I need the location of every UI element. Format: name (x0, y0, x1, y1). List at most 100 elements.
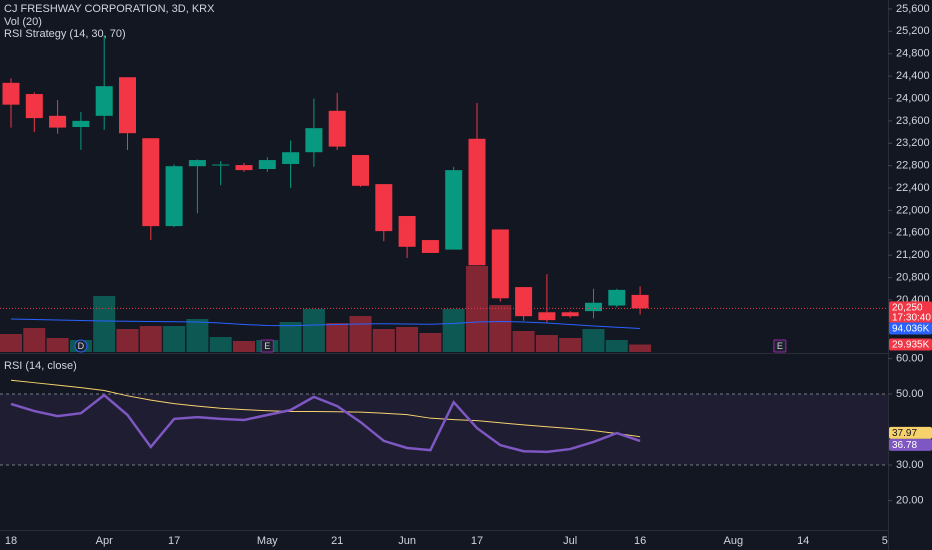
axis-badge-label: 37.97 (892, 428, 917, 439)
volume-bar (163, 326, 186, 352)
axis-badge-label: 20,250 (892, 302, 923, 313)
candle-body (352, 155, 369, 186)
volume-bar (279, 322, 302, 352)
volume-bar (372, 329, 395, 352)
candle-body (491, 229, 509, 299)
volume-bar (233, 341, 255, 352)
candle-body (305, 128, 323, 153)
rsi-tick-label: 20.00 (896, 494, 924, 506)
y-tick-label: 21,600 (896, 227, 930, 239)
axis-badge-label: 29.935K (892, 340, 930, 351)
volume-bar (186, 319, 209, 352)
x-tick-label: Apr (96, 535, 113, 547)
y-tick-label: 24,800 (896, 48, 930, 60)
event-icon (260, 339, 274, 353)
volume-bar (93, 296, 116, 352)
rsi-tick-label: 30.00 (896, 459, 924, 471)
axis-badge (889, 438, 932, 451)
candle-body (119, 77, 136, 134)
y-tick-label: 23,200 (896, 137, 930, 149)
volume-bar (0, 334, 22, 352)
candle-body (608, 289, 626, 306)
x-tick-label: 17 (168, 535, 180, 547)
volume-bar (489, 305, 512, 352)
candle-body (212, 164, 230, 166)
volume-bar (535, 335, 558, 352)
volume-bar (582, 329, 605, 352)
y-tick-label: 25,600 (896, 3, 930, 15)
volume-bar (559, 338, 582, 352)
candle-body (95, 86, 113, 116)
axis-badge (889, 426, 932, 439)
x-tick-label: Jul (563, 535, 577, 547)
event-label: D (78, 341, 85, 351)
candle-body (188, 160, 206, 167)
y-tick-label: 22,800 (896, 160, 930, 172)
x-tick-label: May (257, 535, 278, 547)
candle-body (561, 312, 579, 317)
x-tick-label: 17 (471, 535, 483, 547)
candle-body (515, 287, 533, 317)
rsi-line (10, 393, 641, 454)
volume-bar (46, 338, 69, 352)
volume-bar (139, 326, 162, 352)
axis-badge (889, 338, 932, 351)
volume-bar (209, 337, 232, 352)
candle-body (165, 166, 183, 227)
rsi-band-fill (0, 394, 888, 466)
candle-body (398, 216, 416, 247)
candle-body (538, 312, 556, 321)
strategy-title: RSI Strategy (14, 30, 70) (4, 28, 126, 40)
volume-title: Vol (20) (4, 16, 42, 28)
x-tick-label: Aug (724, 535, 744, 547)
candle-body (282, 152, 300, 164)
y-tick-label: 20,800 (896, 271, 930, 283)
candle-body (72, 120, 90, 128)
event-label: E (264, 341, 270, 351)
volume-bar (419, 333, 442, 352)
x-tick-label: 18 (5, 535, 17, 547)
volume-bar (349, 316, 372, 352)
volume-bar (466, 266, 488, 352)
y-tick-label: 21,200 (896, 249, 930, 261)
rsi-tick-label: 60.00 (896, 352, 924, 364)
rsi-tick-label: 50.00 (896, 388, 924, 400)
candle-body (258, 160, 276, 170)
event-icon (74, 339, 88, 353)
candle-body (421, 240, 439, 253)
y-tick-label: 22,000 (896, 204, 930, 216)
volume-bar (442, 309, 465, 352)
volume-bar (116, 329, 139, 352)
candle-body (235, 165, 253, 171)
event-label: E (777, 341, 783, 351)
candle-body (445, 170, 463, 250)
axis-badge-label: 36.78 (892, 440, 917, 451)
axis-badge-label: 94.036K (892, 324, 930, 335)
x-tick-label: 16 (634, 535, 646, 547)
chart-title: CJ FRESHWAY CORPORATION, 3D, KRX (4, 3, 215, 15)
axis-badge-label: 17:30:40 (892, 312, 931, 323)
candle-body (631, 294, 649, 309)
volume-bar (629, 344, 652, 352)
y-tick-label: 23,600 (896, 115, 930, 127)
x-tick-label: Jun (398, 535, 416, 547)
candle-body (25, 94, 43, 119)
x-tick-label: 5 (882, 535, 888, 547)
candle-body (375, 184, 393, 232)
volume-bar (302, 309, 325, 352)
x-tick-label: 21 (331, 535, 343, 547)
axis-badge (889, 322, 932, 335)
candle-body (2, 82, 20, 105)
candle-body (142, 138, 160, 227)
candle-body (49, 115, 67, 128)
y-tick-label: 22,400 (896, 182, 930, 194)
candle-body (328, 110, 346, 147)
event-icon (773, 339, 787, 353)
candle-body (585, 302, 602, 312)
y-tick-label: 24,000 (896, 92, 930, 104)
volume-bar (605, 340, 628, 352)
rsi-ma-line (10, 379, 641, 438)
x-tick-label: 14 (797, 535, 809, 547)
